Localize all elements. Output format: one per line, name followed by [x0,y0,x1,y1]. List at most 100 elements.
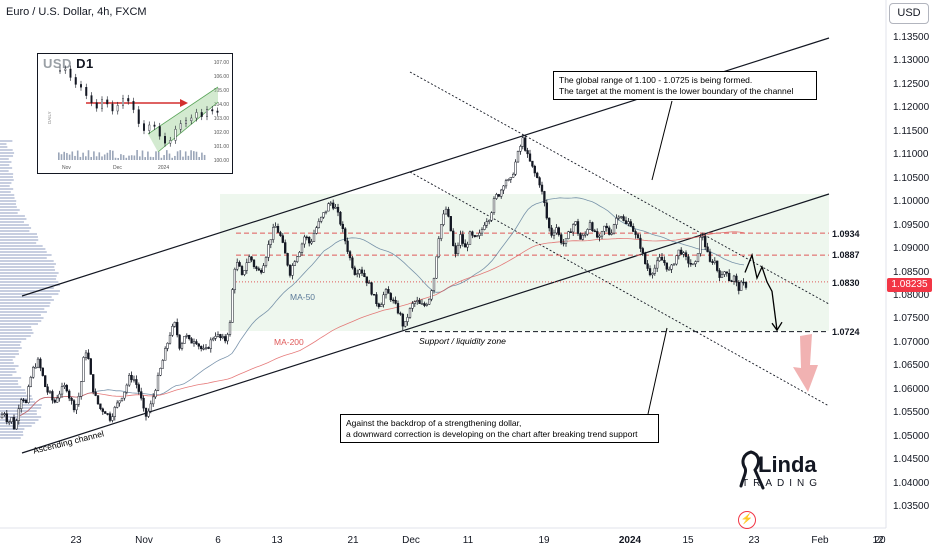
candle-body [160,368,162,375]
candle-body [577,221,579,233]
inset-volume-bar [80,157,82,160]
candle-body [671,265,673,269]
candle-body [246,263,248,271]
profile-bar [0,272,59,274]
candle-body [656,261,658,268]
candle-body [40,359,42,368]
y-tick-label: 1.07000 [893,337,929,349]
inset-candle-body [133,101,135,109]
inset-volume-bar [123,155,125,160]
inset-volume-bar [201,153,203,160]
candle-body [354,268,356,275]
candle-body [421,303,423,304]
inset-candle-body [169,140,171,143]
candle-body [589,223,591,230]
candle-body [347,241,349,252]
candle-body [131,375,133,379]
profile-bar [0,275,57,277]
candle-body [128,375,130,385]
profile-bar [0,164,9,166]
candle-body [604,226,606,231]
candle-body [697,254,699,262]
lightning-icon[interactable]: ⚡ [738,511,756,529]
y-tick-label: 1.12500 [893,79,929,91]
candle-body [565,239,567,244]
candle-body [56,398,58,402]
inset-volume-bar [188,156,190,160]
y-tick-label: 1.06500 [893,360,929,372]
ma200-label: MA-200 [274,337,304,347]
inset-candle-body [117,105,119,111]
profile-bar [0,380,18,382]
candle-body [232,290,234,323]
candle-body [390,293,392,300]
x-tick-label: 23 [748,535,759,546]
candle-body [352,258,354,268]
x-tick-label: Nov [135,535,153,546]
candle-body [688,257,690,264]
inset-candle-body [190,118,192,121]
profile-bar [0,158,9,160]
candle-body [460,234,462,245]
candle-body [572,224,574,231]
inset-candle-body [196,112,198,118]
inset-volume-bar [63,152,65,160]
candle-body [635,232,637,235]
candle-body [733,276,735,281]
profile-bar [0,212,18,214]
candle-body [191,339,193,343]
candle-body [692,264,694,265]
inset-candle-body [85,87,87,95]
profile-bar [0,203,16,205]
candle-body [620,217,622,218]
candle-body [623,217,625,221]
candle-body [476,236,478,237]
inset-volume-bar [150,157,152,160]
candle-body [316,228,318,234]
candle-body [721,275,723,278]
profile-bar [0,386,21,388]
candle-body [13,417,15,429]
profile-bar [0,299,54,301]
candle-body [114,407,116,416]
candle-body [553,233,555,235]
candle-body [599,236,601,237]
profile-bar [0,209,20,211]
profile-bar [0,323,38,325]
inset-volume-bar [190,150,192,160]
candle-body [402,314,404,326]
profile-bar [0,359,13,361]
profile-bar [0,392,26,394]
candle-body [702,236,704,237]
candle-body [248,257,250,263]
inset-volume-bar [182,157,184,160]
candle-body [318,221,320,227]
profile-bar [0,326,31,328]
currency-button[interactable]: USD [889,3,929,24]
candle-body [428,299,430,304]
inset-volume-bar [169,154,171,160]
profile-bar [0,266,54,268]
y-tick-label: 1.10000 [893,196,929,208]
candle-body [683,253,685,255]
candle-body [575,221,577,224]
candle-body [414,302,416,304]
candle-body [450,216,452,231]
candle-body [469,232,471,245]
inset-x-tick: Nov [62,165,71,171]
candle-body [548,218,550,228]
level-label-1-0830: 1.0830 [832,278,860,288]
y-tick-label: 1.04000 [893,478,929,490]
candle-body [208,347,210,348]
symbol-title: Euro / U.S. Dollar, 4h, FXCM [6,6,147,18]
candle-body [325,211,327,212]
candle-body [457,245,459,253]
candle-body [320,217,322,221]
candle-body [743,282,745,283]
inset-volume-bar [66,153,68,160]
candle-body [152,397,154,404]
level-label-1-0934: 1.0934 [832,229,860,239]
candle-body [292,266,294,276]
candle-body [133,379,135,380]
candle-body [673,264,675,265]
